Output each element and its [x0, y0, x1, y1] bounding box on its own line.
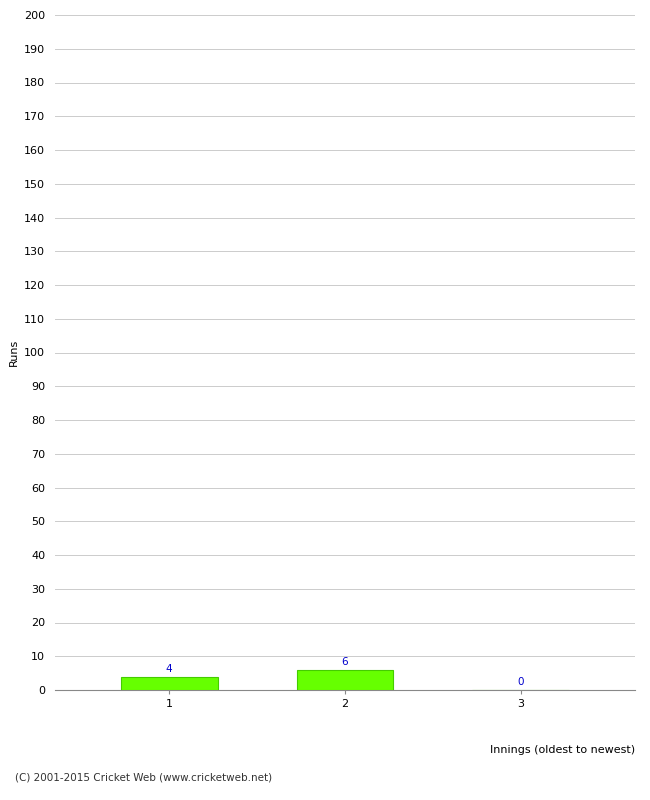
Text: (C) 2001-2015 Cricket Web (www.cricketweb.net): (C) 2001-2015 Cricket Web (www.cricketwe…: [15, 772, 272, 782]
Text: 6: 6: [342, 657, 348, 667]
Bar: [296, 670, 393, 690]
Text: 4: 4: [166, 664, 172, 674]
Text: Innings (oldest to newest): Innings (oldest to newest): [490, 745, 635, 755]
Text: 0: 0: [517, 678, 524, 687]
Y-axis label: Runs: Runs: [8, 339, 19, 366]
Bar: [121, 677, 218, 690]
